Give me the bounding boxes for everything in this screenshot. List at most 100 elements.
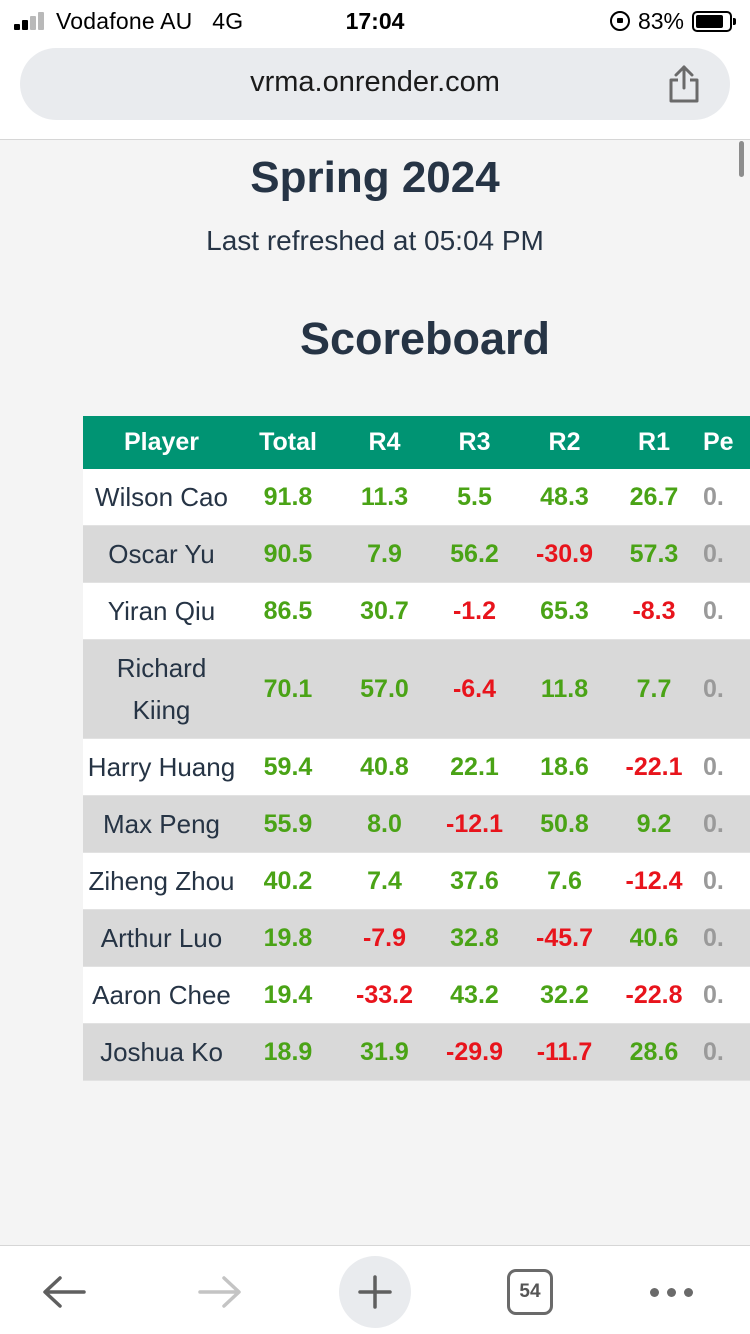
back-button[interactable] bbox=[36, 1256, 92, 1328]
table-row: Aaron Chee 19.4 -33.2 43.2 32.2 -22.8 0. bbox=[83, 966, 750, 1024]
cell-r3: -1.2 bbox=[433, 582, 516, 640]
cell-r2: 7.6 bbox=[516, 852, 613, 910]
forward-arrow-icon bbox=[198, 1276, 241, 1308]
header-r3[interactable]: R3 bbox=[433, 416, 516, 469]
cell-r3: 43.2 bbox=[433, 966, 516, 1024]
cell-total: 55.9 bbox=[240, 795, 336, 853]
cell-total: 59.4 bbox=[240, 738, 336, 796]
cell-r1: -22.8 bbox=[613, 966, 695, 1024]
cell-r1: 57.3 bbox=[613, 525, 695, 583]
tab-count: 54 bbox=[507, 1269, 553, 1315]
cell-player: Richard Kiing bbox=[83, 639, 240, 739]
table-row: Richard Kiing 70.1 57.0 -6.4 11.8 7.7 0. bbox=[83, 639, 750, 739]
status-bar: Vodafone AU 4G 17:04 83% bbox=[0, 0, 750, 42]
cell-r2: 11.8 bbox=[516, 639, 613, 739]
cell-player: Yiran Qiu bbox=[83, 582, 240, 640]
table-row: Max Peng 55.9 8.0 -12.1 50.8 9.2 0. bbox=[83, 795, 750, 853]
cell-penalty: 0. bbox=[695, 966, 750, 1024]
cell-player: Harry Huang bbox=[83, 738, 240, 796]
cell-r2: 50.8 bbox=[516, 795, 613, 853]
rotation-lock-icon bbox=[609, 11, 630, 31]
cell-r3: 56.2 bbox=[433, 525, 516, 583]
table-row: Arthur Luo 19.8 -7.9 32.8 -45.7 40.6 0. bbox=[83, 909, 750, 967]
battery-fill bbox=[696, 14, 723, 28]
battery-percent: 83% bbox=[637, 7, 684, 34]
scoreboard-title: Scoreboard bbox=[299, 313, 551, 364]
cell-r2: 48.3 bbox=[516, 469, 613, 526]
cell-r3: -6.4 bbox=[433, 639, 516, 739]
network-type: 4G bbox=[212, 8, 244, 34]
cell-player: Max Peng bbox=[83, 795, 240, 853]
header-player[interactable]: Player bbox=[83, 416, 240, 469]
cell-penalty: 0. bbox=[695, 1023, 750, 1081]
header-r1[interactable]: R1 bbox=[613, 416, 695, 469]
new-tab-circle bbox=[339, 1256, 411, 1328]
url-text[interactable]: vrma.onrender.com bbox=[250, 66, 500, 98]
tabs-button[interactable]: 54 bbox=[507, 1256, 553, 1328]
table-row: Ziheng Zhou 40.2 7.4 37.6 7.6 -12.4 0. bbox=[83, 852, 750, 910]
cell-r4: 40.8 bbox=[336, 738, 433, 796]
season-title: Spring 2024 bbox=[250, 153, 500, 202]
header-penalty[interactable]: Pe bbox=[695, 416, 750, 469]
cell-r1: 28.6 bbox=[613, 1023, 695, 1081]
cell-r2: 18.6 bbox=[516, 738, 613, 796]
cell-total: 19.8 bbox=[240, 909, 336, 967]
cell-total: 86.5 bbox=[240, 582, 336, 640]
table-row: Yiran Qiu 86.5 30.7 -1.2 65.3 -8.3 0. bbox=[83, 582, 750, 640]
cell-r3: 37.6 bbox=[433, 852, 516, 910]
status-time: 17:04 bbox=[345, 8, 405, 34]
browser-toolbar: 54 bbox=[0, 1245, 750, 1334]
header-r4[interactable]: R4 bbox=[336, 416, 433, 469]
scoreboard-table: Player Total R4 R3 R2 R1 Pe Wilson Cao 91… bbox=[83, 416, 750, 1081]
cell-r1: 9.2 bbox=[613, 795, 695, 853]
cell-r1: -22.1 bbox=[613, 738, 695, 796]
status-right: 83% bbox=[609, 7, 736, 34]
address-bar[interactable]: vrma.onrender.com bbox=[20, 48, 730, 120]
back-arrow-icon bbox=[43, 1276, 86, 1308]
cell-total: 90.5 bbox=[240, 525, 336, 583]
cell-r2: -45.7 bbox=[516, 909, 613, 967]
cell-r3: -29.9 bbox=[433, 1023, 516, 1081]
cell-r1: 26.7 bbox=[613, 469, 695, 526]
carrier-name: Vodafone AU bbox=[56, 8, 193, 34]
cell-r2: 65.3 bbox=[516, 582, 613, 640]
cell-player: Oscar Yu bbox=[83, 525, 240, 583]
cell-r4: -7.9 bbox=[336, 909, 433, 967]
share-icon[interactable] bbox=[666, 64, 702, 104]
cell-r4: 8.0 bbox=[336, 795, 433, 853]
cell-penalty: 0. bbox=[695, 852, 750, 910]
cell-r4: 57.0 bbox=[336, 639, 433, 739]
cell-player: Aaron Chee bbox=[83, 966, 240, 1024]
plus-icon bbox=[358, 1275, 392, 1309]
scoreboard-body: Wilson Cao 91.8 11.3 5.5 48.3 26.7 0. Oscar Yu 9… bbox=[83, 469, 750, 1081]
cell-r1: -12.4 bbox=[613, 852, 695, 910]
cell-total: 91.8 bbox=[240, 469, 336, 526]
cell-r1: -8.3 bbox=[613, 582, 695, 640]
cell-total: 18.9 bbox=[240, 1023, 336, 1081]
forward-button[interactable] bbox=[192, 1256, 248, 1328]
browser-address-area: vrma.onrender.com bbox=[0, 42, 750, 140]
carrier-info: Vodafone AU 4G bbox=[56, 8, 243, 35]
cell-r4: 31.9 bbox=[336, 1023, 433, 1081]
cell-r3: 22.1 bbox=[433, 738, 516, 796]
cell-total: 70.1 bbox=[240, 639, 336, 739]
cell-r2: -11.7 bbox=[516, 1023, 613, 1081]
cell-penalty: 0. bbox=[695, 738, 750, 796]
cell-player: Arthur Luo bbox=[83, 909, 240, 967]
cell-player: Joshua Ko bbox=[83, 1023, 240, 1081]
cell-penalty: 0. bbox=[695, 795, 750, 853]
cell-r3: 5.5 bbox=[433, 469, 516, 526]
more-button[interactable] bbox=[646, 1256, 696, 1328]
cell-penalty: 0. bbox=[695, 469, 750, 526]
new-tab-button[interactable] bbox=[339, 1256, 411, 1328]
page-content: Spring 2024 Last refreshed at 05:04 PM S… bbox=[0, 141, 750, 1245]
table-row: Joshua Ko 18.9 31.9 -29.9 -11.7 28.6 0. bbox=[83, 1023, 750, 1081]
cell-r2: -30.9 bbox=[516, 525, 613, 583]
table-header-row: Player Total R4 R3 R2 R1 Pe bbox=[83, 416, 750, 469]
header-r2[interactable]: R2 bbox=[516, 416, 613, 469]
scroll-indicator[interactable] bbox=[739, 141, 744, 177]
cell-total: 19.4 bbox=[240, 966, 336, 1024]
refresh-timestamp: Last refreshed at 05:04 PM bbox=[206, 225, 544, 256]
cell-player: Wilson Cao bbox=[83, 469, 240, 526]
header-total[interactable]: Total bbox=[240, 416, 336, 469]
